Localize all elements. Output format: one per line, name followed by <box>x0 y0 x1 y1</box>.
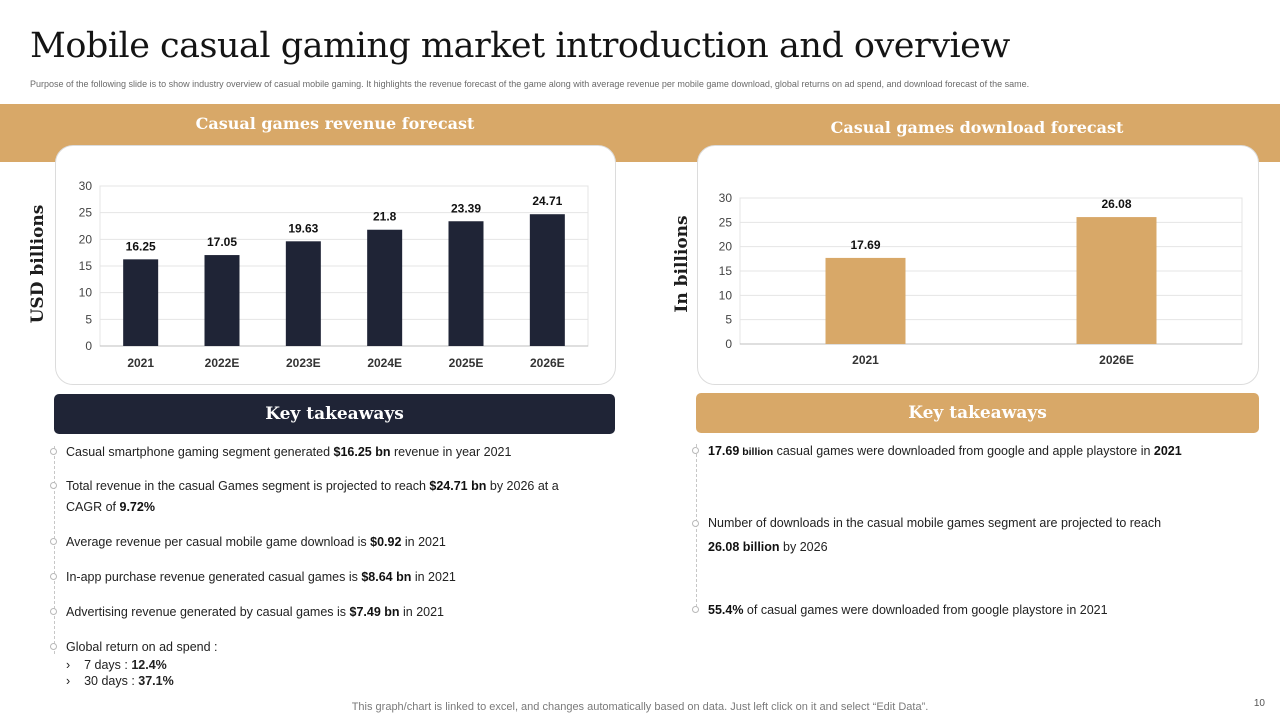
y-tick-label: 25 <box>719 215 733 229</box>
download-takeaways-timeline <box>696 444 697 612</box>
bar-value-label: 19.63 <box>288 221 318 235</box>
bar <box>367 229 403 346</box>
download-key-takeaways-header: Key takeaways <box>696 393 1259 433</box>
download-y-axis-label: In billions <box>672 215 692 313</box>
bullet-dot <box>50 643 57 650</box>
x-tick-label: 2026E <box>1099 353 1134 367</box>
revenue-takeaways-timeline <box>54 446 55 654</box>
revenue-takeaway-4: In-app purchase revenue generated casual… <box>50 567 606 588</box>
x-tick-label: 2026E <box>530 356 565 370</box>
bar <box>1076 217 1157 344</box>
footer-note: This graph/chart is linked to excel, and… <box>351 701 929 713</box>
download-chart-card <box>697 145 1259 385</box>
bullet-dot <box>50 538 57 545</box>
roas-30-days: › 30 days : 37.1% <box>66 674 174 688</box>
bar-value-label: 17.05 <box>207 235 237 249</box>
x-tick-label: 2023E <box>286 356 321 370</box>
bar <box>204 255 240 346</box>
y-tick-label: 10 <box>79 286 93 300</box>
bullet-dot <box>50 573 57 580</box>
bar <box>529 214 565 346</box>
y-tick-label: 20 <box>719 240 733 254</box>
x-tick-label: 2021 <box>127 356 154 370</box>
y-tick-label: 5 <box>85 312 92 326</box>
y-tick-label: 5 <box>725 313 732 327</box>
x-tick-label: 2021 <box>852 353 879 367</box>
bar <box>123 259 159 346</box>
y-tick-label: 15 <box>719 264 733 278</box>
revenue-takeaway-1: Casual smartphone gaming segment generat… <box>50 442 606 463</box>
x-tick-label: 2024E <box>367 356 402 370</box>
slide-subtitle: Purpose of the following slide is to sho… <box>30 79 1030 89</box>
download-takeaway-1: 17.69 billion casual games were download… <box>692 441 1248 463</box>
download-bar-chart[interactable]: 0 5 10 15 20 25 30 17.69 2021 26.08 2026E <box>702 185 1250 375</box>
bullet-dot <box>692 606 699 613</box>
revenue-takeaway-3: Average revenue per casual mobile game d… <box>50 532 606 553</box>
bar-value-label: 17.69 <box>850 238 880 252</box>
bar-value-label: 26.08 <box>1101 197 1131 211</box>
bar-value-label: 16.25 <box>126 239 156 253</box>
revenue-key-takeaways-header: Key takeaways <box>54 394 615 434</box>
bullet-dot <box>692 447 699 454</box>
revenue-takeaway-6: Global return on ad spend : <box>50 637 606 658</box>
bar <box>825 257 906 344</box>
bar-value-label: 24.71 <box>532 194 562 208</box>
download-takeaway-2: Number of downloads in the casual mobile… <box>692 511 1248 559</box>
bar-value-label: 21.8 <box>373 210 397 224</box>
y-tick-label: 10 <box>719 288 733 302</box>
bullet-dot <box>50 608 57 615</box>
slide-title: Mobile casual gaming market introduction… <box>30 26 1010 66</box>
y-tick-label: 0 <box>85 339 92 353</box>
roas-7-days: › 7 days : 12.4% <box>66 658 167 672</box>
revenue-panel-title: Casual games revenue forecast <box>195 114 475 133</box>
bar <box>448 221 484 346</box>
x-tick-label: 2025E <box>449 356 484 370</box>
x-tick-label: 2022E <box>205 356 240 370</box>
bullet-dot <box>50 448 57 455</box>
bullet-dot <box>692 520 699 527</box>
y-tick-label: 30 <box>719 191 733 205</box>
download-panel-title: Casual games download forecast <box>830 118 1124 137</box>
y-tick-label: 25 <box>79 206 93 220</box>
bar <box>285 241 321 346</box>
revenue-y-axis-label: USD billions <box>28 204 48 324</box>
download-takeaway-3: 55.4% of casual games were downloaded fr… <box>692 600 1248 621</box>
revenue-takeaway-2: Total revenue in the casual Games segmen… <box>50 476 596 518</box>
bar-value-label: 23.39 <box>451 201 481 215</box>
y-tick-label: 15 <box>79 259 93 273</box>
y-tick-label: 0 <box>725 337 732 351</box>
bullet-dot <box>50 482 57 489</box>
y-tick-label: 20 <box>79 232 93 246</box>
y-tick-label: 30 <box>79 179 93 193</box>
revenue-bar-chart[interactable]: 0 5 10 15 20 25 30 16.25 2021 17.05 2022E 19.63 2023… <box>60 172 608 378</box>
revenue-takeaway-5: Advertising revenue generated by casual … <box>50 602 606 623</box>
page-number: 10 <box>1253 698 1265 709</box>
